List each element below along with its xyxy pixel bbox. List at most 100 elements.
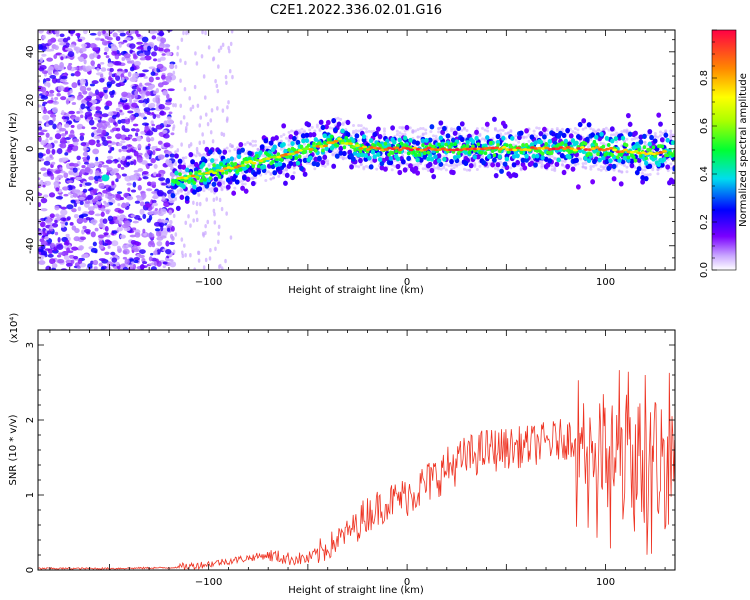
halo-dot [493,127,497,131]
ridge-peak [329,141,336,145]
noise-blob [140,192,147,199]
ridge-cell [372,131,378,138]
ridge-cell [652,138,658,144]
ridge-cell [208,176,213,181]
noise-blob [204,30,207,36]
ridge-peak [497,147,503,151]
ridge-cell [431,174,437,180]
ridge-peak [422,148,428,151]
ridge-cell [308,155,313,161]
halo-dot [659,134,663,138]
halo-dot [560,127,564,131]
ridge-cell [656,162,661,168]
noise-blob [60,209,68,216]
ridge-cell [330,134,334,139]
noise-blob [133,53,137,59]
halo-dot [648,172,652,176]
noise-blob [93,113,101,118]
ridge-cell [445,133,451,139]
ridge-cell [377,157,383,163]
halo-dot [555,128,559,132]
ridge-cell [465,140,470,145]
noise-blob [94,89,99,95]
ridge-cell [322,133,327,139]
noise-blob [56,93,61,97]
noise-blob [123,53,131,59]
noise-blob [139,201,145,207]
noise-blob [42,184,46,188]
noise-blob [55,195,64,200]
ridge-cell [213,176,219,182]
ridge-cell [497,154,502,160]
noise-blob [38,177,41,181]
ridge-cell [302,157,308,164]
halo-dot [522,136,526,140]
noise-blob [88,139,96,146]
ridge-cell [640,179,646,185]
halo-dot [261,153,265,157]
halo-dot [401,125,405,129]
noise-blob [155,97,161,104]
noise-blob [169,63,175,70]
ridge-cell [383,166,388,172]
ridge-cell [433,154,438,160]
noise-blob [104,239,111,243]
noise-blob [118,220,123,225]
colorbar-ticks: 0.00.20.40.60.8 [699,29,737,278]
noise-blob [47,253,54,258]
ridge-cell [638,139,644,145]
ridge-cell [625,112,631,119]
noise-blob [119,196,125,201]
noise-blob [115,133,122,140]
noise-blob [89,53,95,60]
ridge-cell [295,160,301,166]
halo-dot [620,130,624,134]
noise-blob [204,112,208,117]
noise-blob [58,157,63,163]
ridge-cell [424,138,429,143]
noise-blob [76,110,81,115]
halo-dot [431,138,435,142]
ridge-cell [366,114,372,120]
y-tick-label: -40 [25,238,36,254]
ridge-cell [619,152,624,157]
halo-dot [253,167,257,171]
noise-blob [131,137,138,142]
ridge-cell [395,156,401,162]
halo-dot [179,187,183,191]
noise-blob [153,261,158,267]
noise-blob [210,108,214,113]
halo-dot [426,168,430,172]
ridge-cell [659,162,665,168]
noise-blob [131,85,138,90]
noise-blob [204,223,207,229]
ridge-cell [390,125,396,131]
noise-blob [189,107,193,112]
noise-blob [151,123,156,127]
halo-dot [439,126,443,130]
noise-blob [129,264,134,270]
halo-dot [462,167,466,171]
noise-blob [169,219,173,225]
halo-dot [357,139,361,143]
noise-blob [122,266,129,270]
ridge-cell [490,149,495,153]
colorbar-tick-label: 0.4 [699,166,710,182]
noise-blob [111,257,118,263]
ridge-cell [360,152,365,158]
halo-dot [259,173,263,177]
ridge-cell [367,155,372,161]
ridge-cell [321,148,325,153]
noise-blob [70,124,75,128]
noise-blob [111,181,115,186]
noise-blob [118,81,125,87]
halo-dot [171,199,175,203]
halo-dot [287,130,291,134]
noise-blob [158,47,164,52]
noise-blob [85,106,90,109]
noise-blob [215,196,219,201]
noise-blob [66,180,74,184]
noise-blob [154,208,158,212]
halo-dot [579,157,583,161]
noise-blob [189,223,192,228]
